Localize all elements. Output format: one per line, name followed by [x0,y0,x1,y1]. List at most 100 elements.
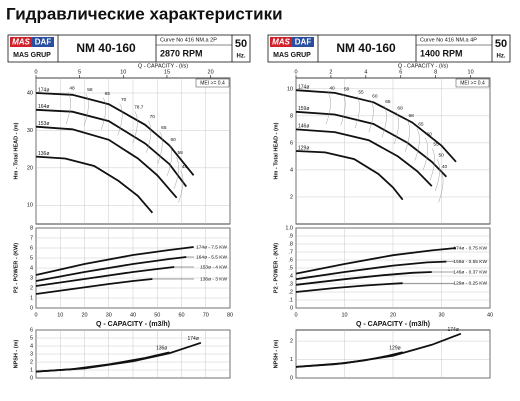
top-tick-label: 10 [120,69,126,75]
top-tick-label: 20 [208,69,214,75]
efficiency-contour [434,159,440,192]
efficiency-label: 70 [150,114,156,120]
x-tick-label: 10 [57,312,63,318]
top-tick-label: 2 [329,69,332,75]
curve [35,108,188,188]
y-tick-label: 1.0 [285,225,293,231]
page-title: Гидравлические характеристики [6,4,283,23]
logo-left-bg [270,37,292,47]
brand: MAS GRUP [13,52,51,59]
top-tick-label: 5 [78,69,81,75]
x-tick-label: 80 [227,312,233,318]
freq-unit: Hz. [497,54,506,60]
efficiency-contour [173,156,179,189]
curve [295,260,447,281]
efficiency-contour [325,91,331,125]
logo-right: DAF [35,38,52,47]
efficiency-contour [132,111,138,144]
efficiency-label: 68 [408,113,414,119]
efficiency-contour [101,97,106,130]
efficiency-label: 55 [358,89,364,95]
curve-label: 174ø [298,84,309,90]
efficiency-label: 68 [397,105,403,111]
curve-label: 153ø - 4 KW [200,264,227,270]
efficiency-contour [368,100,374,133]
y-tick-label: 3 [30,275,33,281]
brand: MAS GRUP [273,52,311,59]
y-tick-label: 4 [30,265,33,271]
y-tick-label: 7 [30,235,33,241]
top-tick-label: 8 [434,69,437,75]
curve [295,128,433,187]
y-axis-label: Hm - Total HEAD - (m) [273,122,279,179]
logo-left-bg [10,37,32,47]
logo-right-bg [32,37,54,47]
logo-left: MAS [12,38,30,47]
y-tick-label: 0 [30,305,33,311]
curve [35,266,175,287]
y-tick-label: .2 [288,289,293,295]
curve [35,256,187,282]
y-tick-label: 0 [290,375,293,381]
efficiency-label: 50 [438,153,444,159]
y-tick-label: 2 [30,285,33,291]
y-tick-label: 2 [290,339,293,345]
y-tick-label: .9 [288,233,293,239]
x-tick-label: 40 [130,312,136,318]
y-axis-label: NPSH - (m) [13,339,19,368]
efficiency-label: 65 [105,91,111,97]
efficiency-contour [429,148,435,181]
curve-label: 129ø [389,345,400,351]
y-tick-label: 6 [30,327,33,333]
efficiency-label: 40 [442,164,448,170]
efficiency-contour [404,119,410,152]
curve-label: 174ø [187,336,198,342]
x-tick-label: 30 [438,312,444,318]
efficiency-contour [423,137,428,171]
efficiency-contour [167,143,172,176]
y-axis-label: P2 - POWER - (KW) [13,243,19,293]
freq: 50 [235,38,247,50]
header-box [267,34,511,63]
curve-no: Curve No 416 NM.a 4P [420,37,477,43]
efficiency-contour [83,93,89,126]
y-tick-label: .6 [288,257,293,263]
y-tick-label: .3 [288,281,293,287]
efficiency-label: 48 [182,164,188,170]
curve-label: 129ø [298,145,309,151]
efficiency-label: 65 [161,125,167,131]
top-tick-label: 4 [364,69,367,75]
y-tick-label: 0 [290,305,293,311]
y-tick-label: 20 [27,165,33,171]
x-tick-label: 0 [294,312,297,318]
curve [295,150,404,201]
header-box [7,34,251,63]
y-axis-label: Hm - Total HEAD - (m) [13,122,19,179]
x-axis-label: Q - CAPACITY - (m3/h) [356,321,430,328]
logo-left: MAS [272,38,290,47]
curve-label: 136ø - 3 KW [200,276,227,282]
curve [295,247,457,275]
curve [35,92,195,176]
x-tick-label: 50 [154,312,160,318]
efficiency-contour [414,128,420,161]
efficiency-label: 60 [372,93,378,99]
efficiency-contour [438,170,444,203]
y-tick-label: .8 [288,241,293,247]
freq-unit: Hz. [237,54,246,60]
curve-label: 174ø - 7.5 KW [196,244,227,250]
efficiency-contour [65,91,71,125]
y-tick-label: .5 [288,265,293,271]
y-tick-label: 0 [30,375,33,381]
curve-label: 174ø [447,327,458,333]
logo-right-bg [292,37,314,47]
efficiency-label: 58 [177,150,183,156]
y-tick-label: 2 [30,359,33,365]
y-tick-label: 2 [290,194,293,200]
efficiency-label: 60 [427,131,433,137]
y-tick-label: 5 [30,335,33,341]
curve-label: 146ø [298,124,309,130]
efficiency-contour [340,93,346,126]
y-tick-label: .1 [288,297,293,303]
x-tick-label: 40 [487,312,493,318]
